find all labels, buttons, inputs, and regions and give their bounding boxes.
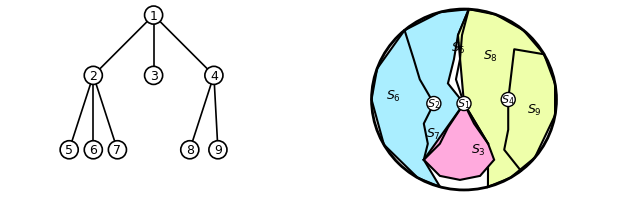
Text: 1: 1 xyxy=(150,10,157,22)
Text: $S_3$: $S_3$ xyxy=(470,142,486,158)
Circle shape xyxy=(84,67,102,85)
Text: $S_8$: $S_8$ xyxy=(483,48,497,64)
Text: $S_5$: $S_5$ xyxy=(451,40,465,56)
Circle shape xyxy=(205,67,223,85)
Circle shape xyxy=(84,141,102,159)
Text: 7: 7 xyxy=(113,144,122,156)
Text: $S_7$: $S_7$ xyxy=(426,126,441,142)
Circle shape xyxy=(209,141,227,159)
Text: 6: 6 xyxy=(90,144,97,156)
PathPatch shape xyxy=(424,104,494,180)
Circle shape xyxy=(108,141,127,159)
Text: 4: 4 xyxy=(210,70,218,82)
Text: 2: 2 xyxy=(90,70,97,82)
PathPatch shape xyxy=(458,10,555,187)
Text: $S_6$: $S_6$ xyxy=(386,88,401,104)
Circle shape xyxy=(145,7,163,25)
Text: 3: 3 xyxy=(150,70,157,82)
Circle shape xyxy=(457,97,471,111)
Circle shape xyxy=(501,93,515,107)
Text: $S_9$: $S_9$ xyxy=(527,102,541,118)
Circle shape xyxy=(60,141,78,159)
Circle shape xyxy=(427,97,441,111)
Circle shape xyxy=(180,141,199,159)
PathPatch shape xyxy=(372,10,469,187)
Text: $S_4$: $S_4$ xyxy=(501,93,515,107)
Text: 9: 9 xyxy=(214,144,222,156)
Circle shape xyxy=(145,67,163,85)
Text: 8: 8 xyxy=(186,144,194,156)
Text: 5: 5 xyxy=(65,144,73,156)
Text: $S_1$: $S_1$ xyxy=(458,97,470,111)
Text: $S_2$: $S_2$ xyxy=(428,97,440,111)
